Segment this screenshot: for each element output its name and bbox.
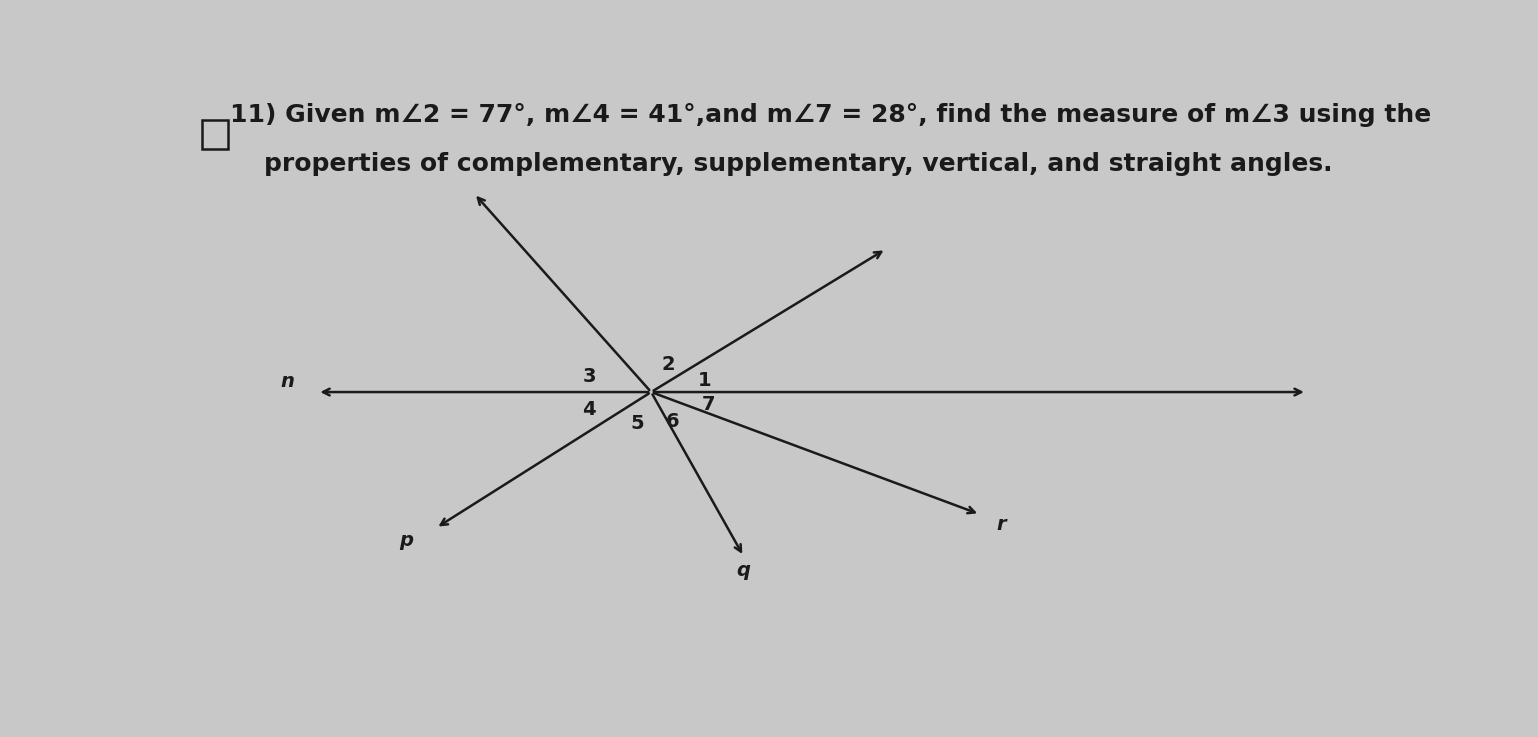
Text: 11) Given m∠2 = 77°, m∠4 = 41°,and m∠7 = 28°, find the measure of m∠3 using the: 11) Given m∠2 = 77°, m∠4 = 41°,and m∠7 =… — [231, 102, 1432, 127]
Text: q: q — [737, 561, 751, 580]
Text: 7: 7 — [701, 395, 715, 414]
Text: 3: 3 — [583, 366, 595, 385]
Text: 5: 5 — [631, 413, 644, 433]
Text: p: p — [400, 531, 414, 550]
Text: 6: 6 — [666, 412, 680, 431]
Text: r: r — [997, 515, 1006, 534]
Text: n: n — [280, 372, 295, 391]
Text: 2: 2 — [661, 355, 675, 374]
Text: properties of complementary, supplementary, vertical, and straight angles.: properties of complementary, supplementa… — [265, 152, 1332, 176]
Text: 1: 1 — [698, 371, 712, 390]
Text: 4: 4 — [583, 399, 597, 419]
